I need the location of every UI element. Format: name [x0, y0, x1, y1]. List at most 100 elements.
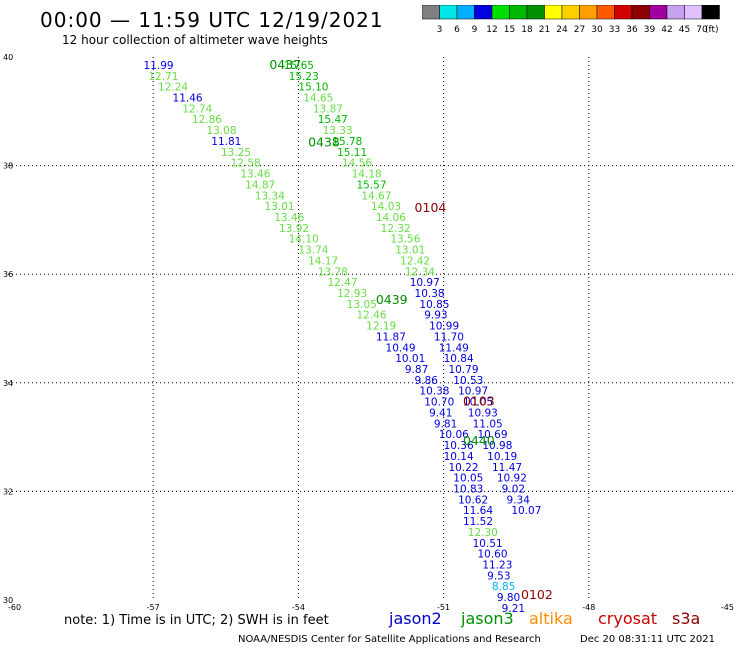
wave-height-point: 15.23: [289, 71, 319, 83]
wave-height-point: 13.25: [221, 147, 251, 159]
wave-height-point: 10.79: [448, 364, 478, 376]
wave-height-point: 10.53: [453, 375, 483, 387]
y-tick-label: 38: [3, 162, 13, 171]
wave-height-point: 13.74: [298, 245, 328, 257]
colorbar-label: 24: [556, 25, 568, 35]
colorbar-label: 70: [696, 25, 708, 35]
y-tick-label: 36: [3, 270, 13, 279]
x-tick-label: -45: [721, 603, 734, 612]
wave-height-point: 12.47: [327, 277, 357, 289]
wave-height-point: 11.05: [473, 418, 503, 430]
wave-height-point: 11.46: [173, 93, 203, 105]
y-tick-label: 40: [3, 53, 13, 62]
generated-timestamp: Dec 20 08:31:11 UTC 2021: [580, 634, 715, 645]
wave-height-point: 15.78: [332, 136, 362, 148]
legend-entry-jason2: jason2: [389, 609, 442, 628]
wave-height-point: 8.85: [492, 581, 515, 593]
wave-height-point: 12.30: [468, 527, 498, 539]
wave-height-point: 12.71: [148, 71, 178, 83]
wave-height-point: 9.34: [507, 494, 531, 506]
credit-text: NOAA/NESDIS Center for Satellite Applica…: [238, 634, 541, 645]
wave-height-point: 13.05: [347, 299, 377, 311]
wave-height-point: 12.58: [231, 158, 261, 170]
colorbar-label: 42: [661, 25, 672, 35]
colorbar-legend: 3 6 9 12 15 18 21 24 27 30 33 36 39 42 45 70(ft): [422, 5, 720, 35]
wave-height-point: 10.85: [419, 299, 449, 311]
pass-label: 0102: [521, 587, 553, 602]
wave-height-point: 13.78: [318, 266, 348, 278]
wave-height-point: 15.65: [284, 60, 314, 72]
wave-height-point: 10.36: [444, 440, 474, 452]
wave-height-point: 12.74: [182, 103, 212, 115]
wave-height-point: 15.57: [356, 179, 386, 191]
wave-height-point: 10.05: [463, 397, 493, 409]
wave-height-point: 10.84: [444, 353, 474, 365]
footer-note: note: 1) Time is in UTC; 2) SWH is in fe…: [64, 613, 329, 628]
wave-height-point: 10.38: [415, 288, 445, 300]
wave-height-point: 14.67: [361, 190, 391, 202]
wave-height-point: 13.34: [255, 190, 285, 202]
colorbar-swatch: [701, 5, 720, 20]
wave-height-point: 11.52: [463, 516, 493, 528]
wave-height-point: 12.32: [381, 223, 411, 235]
wave-height-point: 12.46: [356, 310, 386, 322]
y-tick-label: 32: [3, 487, 13, 496]
y-tick-label: 30: [3, 596, 13, 605]
wave-height-point: 9.21: [502, 603, 525, 615]
wave-height-point: 9.02: [502, 483, 525, 495]
wave-height-point: 11.23: [482, 560, 512, 572]
wave-height-point: 9.53: [487, 570, 510, 582]
wave-height-point: 10.98: [482, 440, 512, 452]
wave-height-point: 15.10: [298, 82, 328, 94]
wave-height-point: 10.97: [458, 386, 488, 398]
wave-height-point: 10.06: [439, 429, 469, 441]
colorbar-label: 12: [486, 25, 497, 35]
legend-entry-s3a: s3a: [672, 609, 701, 628]
colorbar-label: 36: [626, 25, 638, 35]
wave-height-point: 13.46: [274, 212, 304, 224]
wave-height-point: 12.86: [192, 114, 222, 126]
wave-height-point: 10.19: [487, 451, 517, 463]
x-tick-label: -48: [582, 603, 595, 612]
pass-label: 0437: [269, 57, 301, 72]
wave-height-point: 10.60: [477, 549, 507, 561]
x-tick-label: -51: [437, 603, 450, 612]
colorbar-label: 45: [679, 25, 690, 35]
wave-height-point: 13.01: [265, 201, 295, 213]
colorbar-label: 30: [591, 25, 603, 35]
colorbar-label: 3: [437, 25, 443, 35]
wave-height-point: 13.01: [395, 245, 425, 257]
wave-height-point: 10.69: [477, 429, 507, 441]
legend-entry-cryosat: cryosat: [598, 609, 658, 628]
wave-height-point: 10.92: [497, 473, 527, 485]
wave-height-point: 10.51: [473, 538, 503, 550]
wave-height-point: 12.93: [337, 288, 367, 300]
x-tick-label: -57: [147, 603, 160, 612]
wave-height-point: 10.99: [429, 321, 459, 333]
wave-height-point: 10.22: [448, 462, 478, 474]
wave-height-point: 10.97: [410, 277, 440, 289]
pass-label: 0440: [463, 433, 495, 448]
wave-height-point: 15.47: [318, 114, 348, 126]
wave-height-point: 10.01: [395, 353, 425, 365]
wave-height-point: 9.41: [429, 407, 452, 419]
wave-height-point: 10.83: [453, 483, 483, 495]
pass-label: 0103: [463, 394, 495, 409]
y-tick-label: 34: [3, 379, 13, 388]
colorbar-label: 39: [644, 25, 656, 35]
wave-height-point: 12.24: [158, 82, 188, 94]
wave-height-point: 12.34: [405, 266, 435, 278]
legend-entry-altika: altika: [529, 609, 573, 628]
wave-height-point: 9.80: [497, 592, 520, 604]
wave-height-point: 12.19: [366, 321, 396, 333]
pass-label: 0438: [308, 135, 340, 150]
wave-height-point: 14.06: [376, 212, 406, 224]
colorbar-label: 27: [574, 25, 585, 35]
pass-label: 0104: [415, 200, 447, 215]
colorbar-label: 9: [472, 25, 478, 35]
wave-height-point: 14.17: [308, 255, 338, 267]
wave-height-point: 11.87: [376, 331, 406, 343]
wave-height-point: 14.10: [289, 234, 319, 246]
wave-height-point: 9.93: [424, 310, 447, 322]
colorbar-label: 18: [521, 25, 533, 35]
